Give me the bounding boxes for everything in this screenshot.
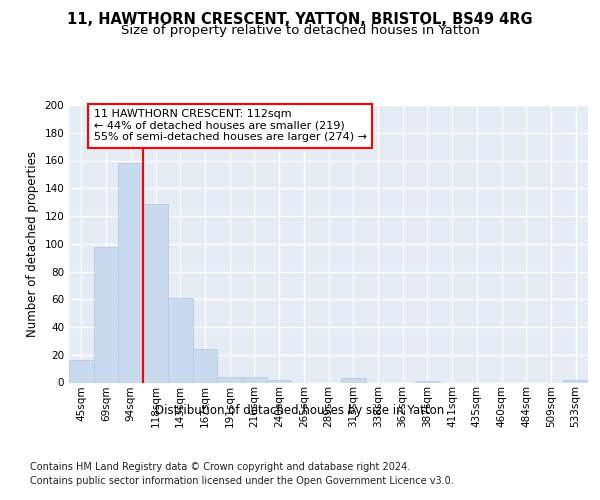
Bar: [118, 164, 143, 382]
Bar: [193, 349, 217, 382]
Bar: [242, 377, 267, 382]
Bar: [143, 204, 168, 382]
Bar: [415, 381, 440, 382]
Bar: [341, 378, 365, 382]
Text: 11, HAWTHORN CRESCENT, YATTON, BRISTOL, BS49 4RG: 11, HAWTHORN CRESCENT, YATTON, BRISTOL, …: [67, 12, 533, 28]
Bar: [168, 298, 193, 382]
Text: Contains public sector information licensed under the Open Government Licence v3: Contains public sector information licen…: [30, 476, 454, 486]
Bar: [94, 246, 118, 382]
Bar: [267, 380, 292, 382]
Text: 11 HAWTHORN CRESCENT: 112sqm
← 44% of detached houses are smaller (219)
55% of s: 11 HAWTHORN CRESCENT: 112sqm ← 44% of de…: [94, 109, 367, 142]
Text: Size of property relative to detached houses in Yatton: Size of property relative to detached ho…: [121, 24, 479, 37]
Text: Distribution of detached houses by size in Yatton: Distribution of detached houses by size …: [155, 404, 445, 417]
Text: Contains HM Land Registry data © Crown copyright and database right 2024.: Contains HM Land Registry data © Crown c…: [30, 462, 410, 472]
Y-axis label: Number of detached properties: Number of detached properties: [26, 151, 39, 337]
Bar: [69, 360, 94, 382]
Bar: [217, 377, 242, 382]
Bar: [563, 380, 588, 382]
